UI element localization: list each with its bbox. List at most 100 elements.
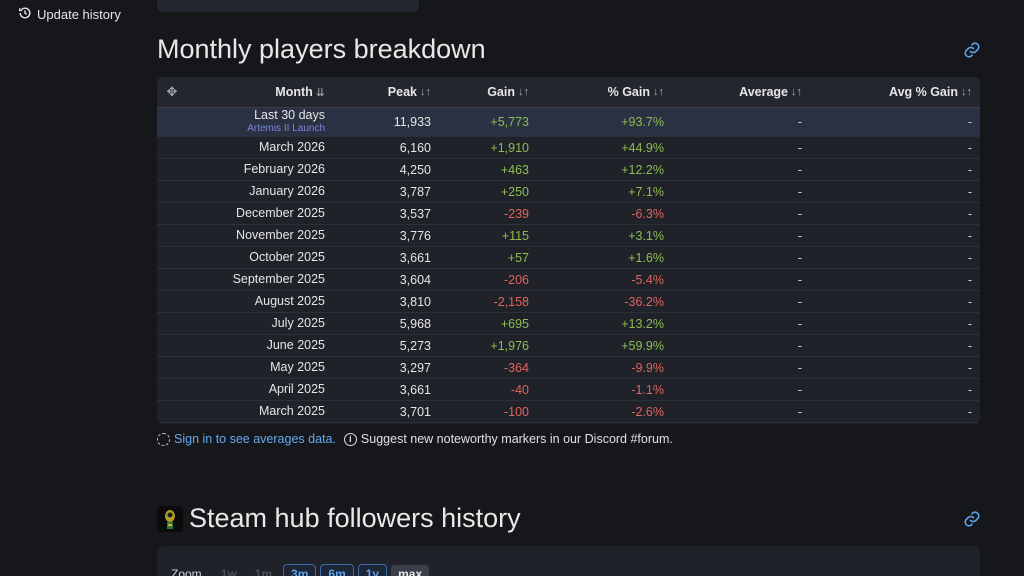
header-month[interactable]: Month ⇊ [275, 85, 325, 99]
table-row: October 2025 3,661 +57 +1.6% - - [157, 247, 980, 269]
gain-cell: +1,976 [490, 338, 529, 353]
header-percent-gain[interactable]: % Gain ↓↑ [607, 85, 664, 99]
percent-gain-cell: +1.6% [628, 250, 664, 265]
peak-cell: 3,604 [399, 272, 431, 287]
update-history-label: Update history [37, 7, 121, 22]
avg-percent-gain-cell: - [967, 162, 972, 177]
sort-icon: ↓↑ [653, 86, 664, 98]
average-cell: - [797, 162, 802, 177]
table-body: Last 30 days Artemis II Launch 11,933 +5,77… [157, 108, 980, 423]
gain-cell: +250 [500, 184, 529, 199]
header-avg-percent-gain[interactable]: Avg % Gain ↓↑ [889, 85, 972, 99]
average-cell: - [797, 316, 802, 331]
zoom-6m-button[interactable]: 6m [320, 564, 354, 576]
month-label: Last 30 days [254, 108, 325, 122]
avg-percent-gain-cell: - [967, 294, 972, 309]
month-label: May 2025 [270, 360, 325, 374]
month-cell: November 2025 [187, 229, 325, 242]
month-cell: March 2025 [187, 405, 325, 418]
average-cell: - [797, 382, 802, 397]
avg-percent-gain-cell: - [967, 338, 972, 353]
header-average[interactable]: Average ↓↑ [739, 85, 802, 99]
avg-percent-gain-cell: - [967, 250, 972, 265]
peak-cell: 3,661 [399, 250, 431, 265]
average-cell: - [797, 272, 802, 287]
percent-gain-cell: -36.2% [624, 294, 664, 309]
month-label: January 2026 [249, 184, 325, 198]
section-title-followers: Steam hub followers history [157, 503, 521, 534]
gain-cell: +57 [507, 250, 529, 265]
zoom-1m-button[interactable]: 1m [254, 567, 273, 576]
zoom-1w-button[interactable]: 1w [220, 567, 237, 576]
month-cell: May 2025 [187, 361, 325, 374]
header-gain[interactable]: Gain ↓↑ [487, 85, 529, 99]
average-cell: - [797, 206, 802, 221]
average-cell: - [797, 404, 802, 419]
table-row: February 2026 4,250 +463 +12.2% - - [157, 159, 980, 181]
table-header: ✥ Month ⇊ Peak ↓↑ Gain ↓↑ % Gain ↓↑ Average ↓… [157, 77, 980, 108]
table-row: November 2025 3,776 +115 +3.1% - - [157, 225, 980, 247]
month-label: June 2025 [266, 338, 325, 352]
sort-icon: ⇊ [315, 86, 325, 99]
drag-icon[interactable]: ✥ [166, 84, 178, 99]
table-row: January 2026 3,787 +250 +7.1% - - [157, 181, 980, 203]
gain-cell: -2,158 [493, 294, 529, 309]
dashed-circle-icon [157, 432, 170, 446]
month-cell: June 2025 [187, 339, 325, 352]
signin-link[interactable]: Sign in to see averages data. [174, 432, 336, 446]
gain-cell: +1,910 [490, 140, 529, 155]
zoom-max-button[interactable]: max [391, 565, 430, 576]
average-cell: - [797, 338, 802, 353]
avg-percent-gain-cell: - [967, 228, 972, 243]
avg-percent-gain-cell: - [967, 404, 972, 419]
average-cell: - [797, 140, 802, 155]
zoom-3m-button[interactable]: 3m [283, 564, 317, 576]
avg-percent-gain-cell: - [967, 382, 972, 397]
percent-gain-cell: +93.7% [621, 115, 664, 129]
table-row: September 2025 3,604 -206 -5.4% - - [157, 269, 980, 291]
table-row: December 2025 3,537 -239 -6.3% - - [157, 203, 980, 225]
month-label: March 2025 [258, 404, 325, 418]
percent-gain-cell: +7.1% [628, 184, 664, 199]
month-label: July 2025 [271, 316, 325, 330]
gain-cell: +695 [500, 316, 529, 331]
peak-cell: 3,810 [399, 294, 431, 309]
percent-gain-cell: -5.4% [631, 272, 664, 287]
month-label: November 2025 [236, 228, 325, 242]
history-icon [18, 6, 32, 23]
gain-cell: -100 [503, 404, 529, 419]
link-icon[interactable] [963, 510, 981, 528]
avg-percent-gain-cell: - [967, 272, 972, 287]
gain-cell: +115 [501, 228, 529, 243]
zoom-1y-button[interactable]: 1y [357, 564, 388, 576]
event-marker-link[interactable]: Artemis II Launch [247, 123, 325, 134]
gain-cell: -40 [510, 382, 529, 397]
sort-icon: ↓↑ [518, 86, 529, 98]
table-row: May 2025 3,297 -364 -9.9% - - [157, 357, 980, 379]
game-icon [157, 505, 183, 532]
percent-gain-cell: -1.1% [631, 382, 664, 397]
link-icon[interactable] [963, 41, 981, 59]
avg-percent-gain-cell: - [967, 140, 972, 155]
percent-gain-cell: +13.2% [621, 316, 664, 331]
month-label: February 2026 [243, 162, 325, 176]
peak-cell: 5,968 [399, 316, 431, 331]
peak-cell: 3,701 [399, 404, 431, 419]
month-cell: March 2026 [187, 141, 325, 154]
month-label: April 2025 [268, 382, 325, 396]
percent-gain-cell: -6.3% [631, 206, 664, 221]
table-row: Last 30 days Artemis II Launch 11,933 +5,77… [157, 108, 980, 137]
zoom-controls: Zoom 1w 1m 3m 6m 1y max [171, 564, 430, 576]
page-title: Monthly players breakdown [157, 34, 486, 64]
percent-gain-cell: -2.6% [631, 404, 664, 419]
header-peak[interactable]: Peak ↓↑ [387, 85, 431, 99]
table-row: August 2025 3,810 -2,158 -36.2% - - [157, 291, 980, 313]
sort-icon: ↓↑ [961, 86, 972, 98]
table-row: April 2025 3,661 -40 -1.1% - - [157, 379, 980, 401]
month-label: March 2026 [258, 140, 325, 154]
average-cell: - [797, 184, 802, 199]
month-label: December 2025 [236, 206, 325, 220]
average-cell: - [797, 228, 802, 243]
peak-cell: 3,297 [399, 360, 431, 375]
update-history-link[interactable]: Update history [18, 6, 121, 23]
